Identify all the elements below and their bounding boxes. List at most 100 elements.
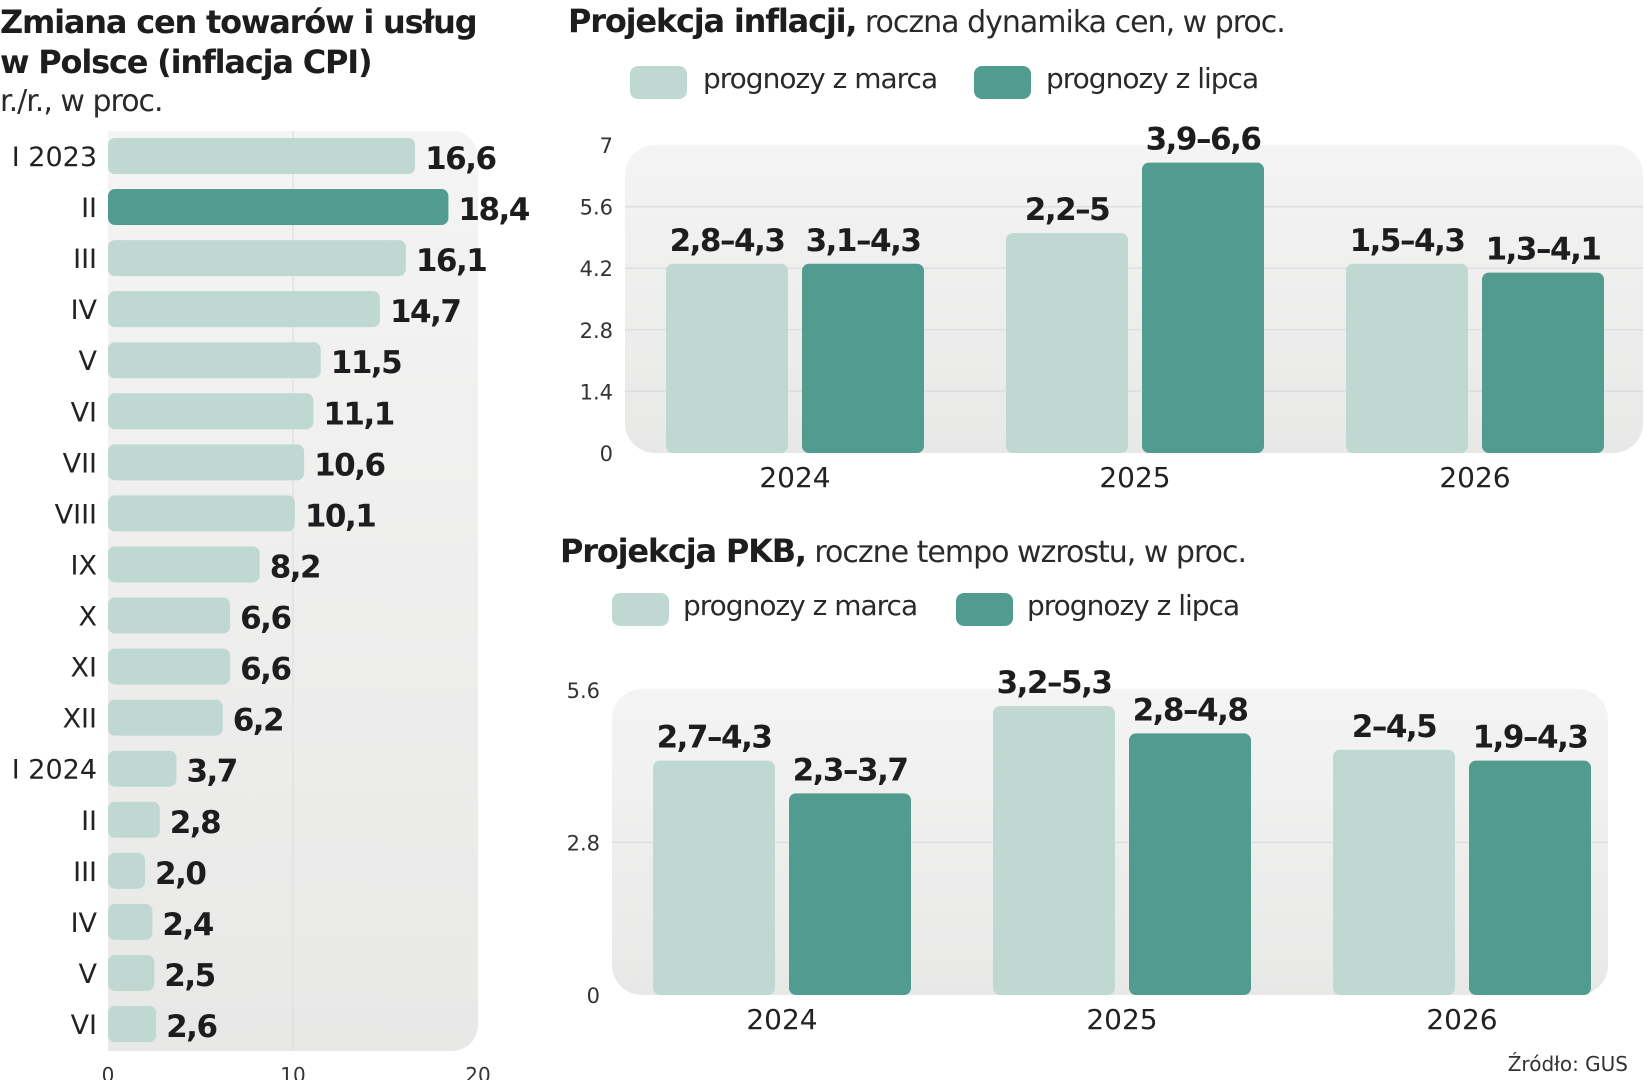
cpi-bar — [108, 648, 231, 685]
cpi-value-label: 6,6 — [240, 652, 290, 688]
inflation-bar — [666, 263, 788, 453]
gdp-value-label: 2,3–3,7 — [793, 752, 908, 788]
cpi-bar — [108, 342, 321, 379]
legend-swatch-march — [612, 593, 669, 626]
cpi-category-label: III — [73, 244, 97, 275]
cpi-value-label: 2,6 — [166, 1009, 216, 1045]
gdp-y-tick-label: 2.8 — [567, 831, 600, 855]
cpi-category-label: I 2024 — [12, 755, 97, 786]
cpi-chart-subtitle: r./r., w proc. — [0, 84, 164, 119]
cpi-value-label: 2,4 — [162, 907, 213, 943]
gdp-bar — [789, 793, 911, 995]
cpi-category-label: XI — [71, 653, 97, 684]
source-note: Źródło: GUS — [1507, 1052, 1628, 1076]
cpi-category-label: VII — [63, 448, 97, 479]
legend-label-july: prognozy z lipca — [1046, 62, 1259, 95]
cpi-category-label: VI — [71, 397, 97, 428]
cpi-bar — [108, 138, 416, 174]
cpi-value-label: 11,5 — [331, 345, 402, 381]
gdp-bar — [653, 760, 775, 995]
inflation-bar — [1006, 233, 1128, 453]
cpi-value-label: 10,1 — [305, 498, 376, 534]
cpi-value-label: 11,1 — [323, 396, 394, 432]
inflation-y-tick-label: 7 — [600, 134, 613, 158]
inflation-category-label: 2026 — [1439, 461, 1510, 494]
inflation-bar — [1482, 272, 1604, 453]
gdp-chart-title: Projekcja PKB, roczne tempo wzrostu, w p… — [560, 532, 1247, 570]
cpi-category-label: VIII — [55, 499, 97, 530]
cpi-value-label: 18,4 — [458, 192, 529, 228]
cpi-title-line-2: w Polsce (inflacja CPI) — [0, 43, 373, 81]
cpi-bar — [108, 699, 223, 736]
cpi-value-label: 2,5 — [164, 958, 214, 994]
inflation-y-tick-label: 1.4 — [580, 380, 613, 404]
cpi-x-tick-label: 20 — [465, 1063, 490, 1080]
cpi-category-label: V — [79, 346, 98, 377]
gdp-title-light: roczne tempo wzrostu, w proc. — [805, 535, 1247, 570]
gdp-category-label: 2024 — [746, 1003, 817, 1036]
gdp-value-label: 2,8–4,8 — [1133, 692, 1248, 728]
inflation-value-label: 1,3–4,1 — [1486, 232, 1601, 268]
cpi-bar — [108, 597, 231, 634]
cpi-value-label: 10,6 — [314, 447, 385, 483]
legend-label-march: prognozy z marca — [703, 62, 938, 95]
cpi-x-tick-label: 0 — [102, 1063, 115, 1080]
gdp-value-label: 2–4,5 — [1352, 709, 1437, 745]
cpi-value-label: 2,8 — [170, 805, 220, 841]
legend-label-july: prognozy z lipca — [1027, 589, 1240, 622]
legend-swatch-march — [630, 66, 687, 99]
cpi-value-label: 6,2 — [233, 703, 283, 739]
cpi-plot-panel-edge — [108, 131, 148, 1051]
inflation-value-label: 3,9–6,6 — [1146, 122, 1261, 158]
inflation-bar — [1346, 263, 1468, 453]
cpi-value-label: 3,7 — [186, 754, 236, 790]
inflation-value-label: 3,1–4,3 — [806, 223, 921, 259]
cpi-bar — [108, 750, 177, 787]
legend-label-march: prognozy z marca — [683, 589, 918, 622]
cpi-title-line-1: Zmiana cen towarów i usług — [0, 3, 478, 41]
cpi-bar — [108, 903, 153, 940]
cpi-category-label: II — [81, 806, 97, 837]
cpi-value-label: 16,1 — [416, 243, 487, 279]
cpi-bar — [108, 240, 406, 277]
cpi-plot: 0 10 20 I 2023 16,6 II 18,4 III 16,1 IV 14,7 V 11,5 V… — [12, 131, 531, 1080]
inflation-category-label: 2024 — [759, 461, 830, 494]
inflation-y-tick-label: 0 — [600, 442, 613, 466]
inflation-title-bold: Projekcja inflacji, — [568, 2, 858, 40]
cpi-bar — [108, 444, 305, 481]
cpi-category-label: IX — [71, 550, 97, 581]
inflation-value-label: 1,5–4,3 — [1350, 223, 1465, 259]
cpi-value-label: 6,6 — [240, 601, 290, 637]
legend-swatch-july — [974, 66, 1031, 99]
inflation-bar — [802, 263, 924, 453]
cpi-category-label: X — [79, 602, 98, 633]
cpi-category-label: I 2023 — [12, 142, 97, 173]
cpi-category-label: III — [73, 857, 97, 888]
cpi-bar — [108, 1006, 157, 1043]
gdp-bar — [1469, 760, 1591, 995]
gdp-y-tick-label: 0 — [587, 984, 600, 1008]
cpi-chart-title: Zmiana cen towarów i usług w Polsce (inf… — [0, 2, 478, 82]
legend-swatch-july — [956, 593, 1013, 626]
cpi-value-label: 14,7 — [390, 294, 461, 330]
cpi-category-label: VI — [71, 1010, 97, 1041]
inflation-value-label: 2,2–5 — [1025, 192, 1110, 228]
cpi-value-label: 8,2 — [270, 549, 320, 585]
cpi-value-label: 16,6 — [425, 141, 496, 177]
gdp-bar — [1333, 749, 1455, 995]
cpi-bar — [108, 801, 160, 838]
cpi-category-label: IV — [71, 908, 98, 939]
cpi-bar — [108, 852, 145, 889]
cpi-bar — [108, 393, 314, 430]
gdp-plot: 0 2.8 5.6 2,7–4,3 2,3–3,7 2024 3,2–5,3 2,8–4,8 2… — [567, 665, 1608, 1036]
gdp-bar — [993, 706, 1115, 995]
inflation-bar — [1142, 162, 1264, 453]
gdp-category-label: 2025 — [1086, 1003, 1157, 1036]
inflation-value-label: 2,8–4,3 — [670, 223, 785, 259]
inflation-title-light: roczna dynamika cen, w proc. — [856, 5, 1286, 40]
cpi-bar — [108, 954, 155, 991]
cpi-category-label: V — [79, 959, 98, 990]
cpi-bar — [108, 189, 449, 226]
cpi-bar — [108, 495, 295, 532]
gdp-title-bold: Projekcja PKB, — [560, 532, 807, 570]
